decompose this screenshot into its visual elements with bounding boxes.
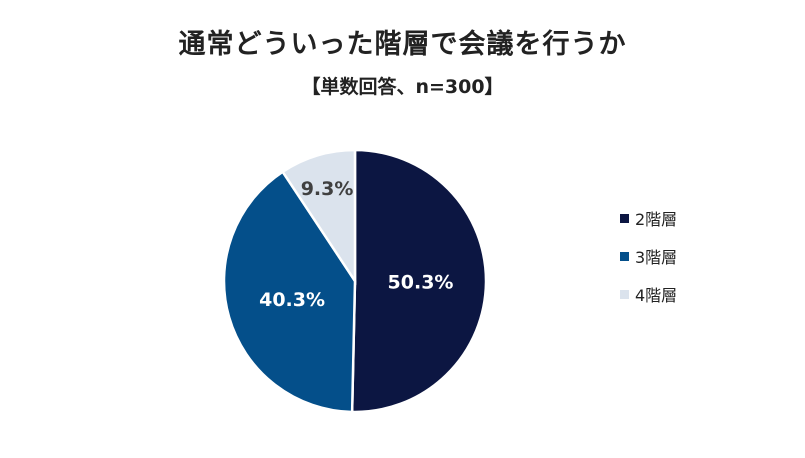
legend-swatch [620, 251, 629, 261]
legend-swatch [620, 289, 629, 299]
data-label-4-floor: 9.3% [301, 178, 354, 200]
legend-item-4-floor: 4階層 [620, 283, 677, 305]
chart-title: 通常どういった階層で会議を行うか [178, 29, 627, 60]
legend-label: 4階層 [635, 286, 678, 305]
legend-item-3-floor: 3階層 [620, 245, 677, 267]
legend-item-2-floor: 2階層 [620, 207, 677, 229]
pie-slice-2-floor [350, 148, 488, 414]
legend-swatch [620, 213, 629, 223]
data-label-2-floor: 50.3% [388, 272, 454, 294]
data-label-3-floor: 40.3% [259, 289, 325, 311]
chart-subtitle: 【単数回答、n=300】 [301, 76, 504, 98]
pie-slice-4-floor [280, 148, 357, 286]
legend-label: 2階層 [635, 210, 678, 229]
legend-label: 3階層 [635, 248, 678, 267]
legend: 2階層 3階層 4階層 [620, 207, 677, 321]
